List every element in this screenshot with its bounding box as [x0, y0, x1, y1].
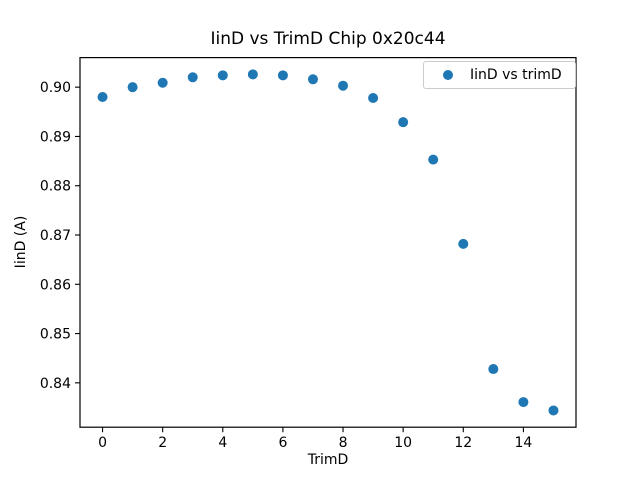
- y-tick-label: 0.86: [40, 277, 71, 293]
- y-tick-label: 0.85: [40, 327, 71, 343]
- data-point: [428, 154, 439, 165]
- x-axis-label: TrimD: [307, 452, 349, 468]
- x-tick-label: 8: [339, 435, 348, 451]
- axes-frame: [79, 56, 577, 428]
- x-tick-label: 2: [158, 435, 167, 451]
- y-tick-label: 0.89: [40, 129, 71, 145]
- data-point: [97, 92, 108, 103]
- data-point: [518, 397, 529, 408]
- x-tick-label: 12: [454, 435, 472, 451]
- x-tick-label: 0: [98, 435, 107, 451]
- data-point: [217, 70, 228, 81]
- y-axis-label: IinD (A): [13, 215, 29, 269]
- legend-label: IinD vs trimD: [470, 67, 562, 83]
- y-tick-label: 0.90: [40, 80, 71, 96]
- data-point: [157, 77, 168, 88]
- y-tick-label: 0.84: [40, 376, 71, 392]
- data-point: [247, 69, 258, 80]
- x-tick-label: 10: [394, 435, 412, 451]
- data-point: [127, 82, 138, 93]
- data-point: [548, 405, 559, 416]
- y-tick-label: 0.88: [40, 179, 71, 195]
- x-tick-label: 4: [218, 435, 227, 451]
- chart-title: IinD vs TrimD Chip 0x20c44: [210, 29, 446, 49]
- data-point: [307, 74, 318, 85]
- x-tick-label: 6: [278, 435, 287, 451]
- data-point: [488, 364, 499, 375]
- data-point: [398, 117, 409, 128]
- data-point: [458, 238, 469, 249]
- data-point: [187, 72, 198, 83]
- x-tick-label: 14: [514, 435, 532, 451]
- legend-marker-icon: [443, 70, 453, 80]
- y-tick-label: 0.87: [40, 228, 71, 244]
- data-point: [277, 70, 288, 81]
- legend: IinD vs trimD: [423, 61, 576, 89]
- data-point: [338, 80, 349, 91]
- data-point: [368, 93, 379, 104]
